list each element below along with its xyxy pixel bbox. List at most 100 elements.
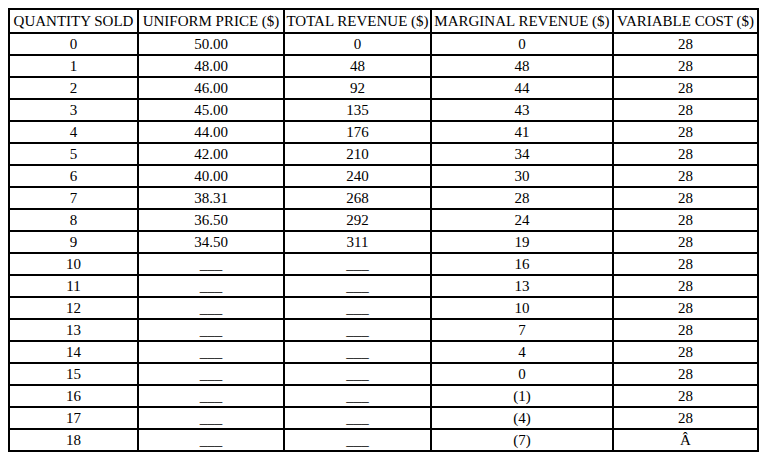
table-cell: 19 — [431, 231, 613, 253]
table-cell: ___ — [284, 429, 431, 451]
table-cell: 4 — [431, 341, 613, 363]
table-cell: ___ — [284, 385, 431, 407]
table-row: 542.002103428 — [9, 143, 758, 165]
table-cell: 28 — [613, 99, 758, 121]
table-cell: 30 — [431, 165, 613, 187]
table-cell: 28 — [613, 165, 758, 187]
table-cell: 28 — [613, 341, 758, 363]
table-row: 17______(4)28 — [9, 407, 758, 429]
table-cell: 4 — [9, 121, 138, 143]
table-cell: 16 — [431, 253, 613, 275]
column-header: UNIFORM PRICE ($) — [138, 9, 284, 33]
table-row: 345.001354328 — [9, 99, 758, 121]
table-cell: 18 — [9, 429, 138, 451]
table-cell: 16 — [9, 385, 138, 407]
column-header: TOTAL REVENUE ($) — [284, 9, 431, 33]
table-row: 246.00924428 — [9, 77, 758, 99]
table-cell: ___ — [284, 253, 431, 275]
table-cell: 176 — [284, 121, 431, 143]
table-cell: 240 — [284, 165, 431, 187]
table-cell: 48 — [284, 55, 431, 77]
table-cell: ___ — [138, 429, 284, 451]
table-cell: (4) — [431, 407, 613, 429]
table-row: 050.000028 — [9, 33, 758, 55]
table-row: 13______728 — [9, 319, 758, 341]
table-cell: ___ — [284, 363, 431, 385]
table-cell: ___ — [284, 319, 431, 341]
table-cell: 43 — [431, 99, 613, 121]
table-row: 148.00484828 — [9, 55, 758, 77]
table-cell: (1) — [431, 385, 613, 407]
table-row: 640.002403028 — [9, 165, 758, 187]
table-cell: ___ — [138, 297, 284, 319]
table-cell: 17 — [9, 407, 138, 429]
page-content: QUANTITY SOLDUNIFORM PRICE ($)TOTAL REVE… — [0, 0, 767, 455]
table-cell: 50.00 — [138, 33, 284, 55]
table-cell: 28 — [613, 385, 758, 407]
table-cell: 0 — [284, 33, 431, 55]
table-cell: 13 — [9, 319, 138, 341]
table-cell: Â — [613, 429, 758, 451]
table-cell: 8 — [9, 209, 138, 231]
table-cell: 28 — [613, 297, 758, 319]
table-cell: ___ — [284, 341, 431, 363]
table-cell: 28 — [613, 407, 758, 429]
uniform-pricing-table: QUANTITY SOLDUNIFORM PRICE ($)TOTAL REVE… — [8, 8, 759, 452]
table-cell: ___ — [138, 363, 284, 385]
table-cell: 28 — [431, 187, 613, 209]
table-cell: ___ — [138, 341, 284, 363]
table-row: 738.312682828 — [9, 187, 758, 209]
table-row: 11______1328 — [9, 275, 758, 297]
table-cell: 38.31 — [138, 187, 284, 209]
table-cell: 24 — [431, 209, 613, 231]
table-cell: 6 — [9, 165, 138, 187]
table-cell: 48 — [431, 55, 613, 77]
table-cell: 268 — [284, 187, 431, 209]
header-row: QUANTITY SOLDUNIFORM PRICE ($)TOTAL REVE… — [9, 9, 758, 33]
table-row: 18______(7)Â — [9, 429, 758, 451]
table-cell: 28 — [613, 77, 758, 99]
table-cell: 41 — [431, 121, 613, 143]
table-cell: ___ — [138, 319, 284, 341]
table-row: 934.503111928 — [9, 231, 758, 253]
table-cell: 42.00 — [138, 143, 284, 165]
table-cell: 28 — [613, 121, 758, 143]
table-cell: 12 — [9, 297, 138, 319]
table-cell: 28 — [613, 253, 758, 275]
table-cell: 28 — [613, 209, 758, 231]
table-cell: ___ — [138, 275, 284, 297]
table-cell: 0 — [431, 363, 613, 385]
table-cell: 14 — [9, 341, 138, 363]
table-cell: ___ — [284, 297, 431, 319]
table-cell: (7) — [431, 429, 613, 451]
table-row: 836.502922428 — [9, 209, 758, 231]
table-cell: 10 — [9, 253, 138, 275]
table-cell: 48.00 — [138, 55, 284, 77]
table-cell: 7 — [431, 319, 613, 341]
table-cell: 34 — [431, 143, 613, 165]
table-cell: 36.50 — [138, 209, 284, 231]
table-cell: ___ — [138, 253, 284, 275]
table-cell: 28 — [613, 319, 758, 341]
table-row: 14______428 — [9, 341, 758, 363]
table-cell: 15 — [9, 363, 138, 385]
table-cell: 13 — [431, 275, 613, 297]
table-row: 10______1628 — [9, 253, 758, 275]
table-cell: 28 — [613, 143, 758, 165]
table-cell: 28 — [613, 363, 758, 385]
table-cell: 28 — [613, 187, 758, 209]
table-cell: ___ — [138, 407, 284, 429]
table-cell: 210 — [284, 143, 431, 165]
table-cell: ___ — [284, 407, 431, 429]
table-cell: 46.00 — [138, 77, 284, 99]
table-cell: 92 — [284, 77, 431, 99]
table-cell: 28 — [613, 231, 758, 253]
table-cell: 3 — [9, 99, 138, 121]
table-row: 444.001764128 — [9, 121, 758, 143]
table-row: 16______(1)28 — [9, 385, 758, 407]
table-cell: 45.00 — [138, 99, 284, 121]
table-cell: 10 — [431, 297, 613, 319]
table-cell: 34.50 — [138, 231, 284, 253]
table-cell: 292 — [284, 209, 431, 231]
table-cell: 7 — [9, 187, 138, 209]
